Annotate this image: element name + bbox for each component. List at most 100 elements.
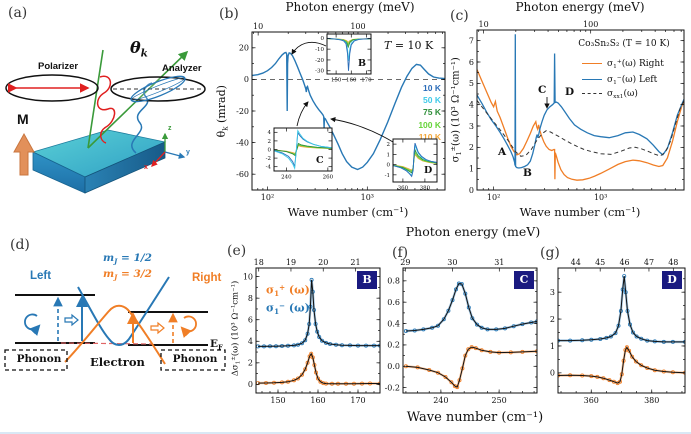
tick-label: 20 [239, 44, 249, 53]
feature-mark-D: D [565, 86, 575, 98]
tick-label: 0 [550, 369, 555, 378]
tick-label: 260 [323, 175, 334, 181]
data-marker [611, 379, 616, 384]
tick-label: 240 [281, 175, 292, 181]
panel-e-legend-right: σ1+ (ω) [266, 283, 310, 299]
fit-line [558, 276, 685, 343]
tick-label: 150 [331, 78, 342, 84]
left-swatch [582, 78, 602, 80]
left-circular-label: Left [30, 270, 52, 282]
tick-label: 0 [321, 36, 325, 42]
data-marker [634, 359, 639, 364]
phonon-box-right [160, 349, 226, 371]
analyzer-label: Analyzer [162, 63, 202, 74]
tick-label: 46 [619, 258, 629, 267]
phonon-right-label: Phonon [172, 353, 218, 365]
tick-label: 47 [644, 258, 654, 267]
axes-layer: 10² 10³ 10 100 0 1 2 3 4 5 6 7 [469, 20, 685, 202]
panel-e-legend-left: σ1− (ω) [266, 301, 310, 317]
tick-label: 10 [253, 22, 263, 31]
data-marker [443, 375, 448, 380]
tick-label: 2 [387, 142, 391, 148]
electron-label: Electron [90, 355, 145, 369]
feature-mark-A: A [498, 146, 507, 158]
series-line [392, 142, 438, 178]
tick-label: 0.2 [387, 341, 400, 350]
axis-z-label: z [168, 125, 172, 132]
axes-layer: 150 160 170 18 19 20 21 0 2 4 6 8 10 [243, 258, 381, 405]
tick-label: 2 [268, 139, 272, 145]
tick-label: 3 [469, 122, 474, 131]
data-marker [300, 341, 305, 346]
panel-b-temperature-legend: 10 K 50 K 75 K 100 K 110 K [396, 82, 441, 143]
legend-entry-100k: 100 K [418, 119, 441, 130]
magnetization-arrow [13, 132, 35, 176]
series-line [476, 34, 685, 169]
tick-label: 19 [286, 258, 296, 267]
band-mj-1-2 [77, 276, 170, 346]
panel-g-phonon-D-chart: 360 380 44 45 46 47 48 0 1 2 3 [550, 258, 686, 405]
tick-label: 2 [469, 143, 474, 152]
tick-label: 4 [469, 100, 474, 109]
axis-x-label: x [144, 164, 148, 171]
tick-label: 160 [310, 396, 325, 405]
incident-polarization-wave [96, 75, 116, 144]
analyzer-optic [110, 75, 206, 103]
tick-label: 8 [248, 294, 253, 303]
feature-mark-B: B [523, 167, 532, 179]
panel-g-letter: (g) [540, 245, 560, 261]
left-circular-polarization-icon [24, 313, 41, 336]
data-marker [455, 385, 460, 390]
tick-label: 10³ [594, 193, 607, 202]
series-band [405, 345, 538, 389]
tick-label: 45 [595, 258, 605, 267]
tick-label: -1 [385, 173, 390, 179]
tick-label: -0.2 [385, 383, 400, 392]
polarizer-label: Polarizer [38, 61, 79, 72]
chart-root: 240 260 4 2 0 -2 -4 [266, 127, 334, 181]
panel-b-xlabel: Wave number (cm⁻¹) [287, 205, 409, 219]
panel-e-ylabel: Δσ1±(ω) (10³ Ω⁻¹cm⁻¹) [230, 280, 242, 377]
tick-label: 0.6 [387, 298, 400, 307]
chart-root: 10² 10³ 10 100 0 1 2 3 4 5 6 7 [469, 20, 685, 202]
sample-slab [31, 129, 167, 194]
tick-label: 170 [350, 396, 365, 405]
legend-entry-50k: 50 K [423, 95, 441, 106]
chart-root: 360 380 2 1 0 -1 [385, 138, 438, 192]
fit-line [557, 346, 686, 384]
data-marker [475, 322, 480, 327]
band-mj-3-2 [64, 304, 166, 365]
series-line [476, 100, 685, 157]
panel-b-letter: (b) [219, 6, 239, 22]
tick-label: 10² [261, 193, 274, 202]
band-phonon-schematic [4, 276, 226, 371]
data-marker [613, 331, 618, 336]
tick-label: 2 [248, 359, 253, 368]
phonon-left-label: Phonon [16, 353, 62, 365]
tick-label: 10² [487, 193, 500, 202]
bottom-row-xlabel: Wave number (cm⁻¹) [406, 410, 544, 425]
bottom-row-top-axis-title: Photon energy (meV) [405, 224, 541, 239]
tick-label: 0.8 [387, 277, 400, 286]
tick-label: 0.0 [387, 362, 400, 371]
tick-label: -40 [236, 138, 249, 147]
tick-label: 10³ [361, 193, 374, 202]
panel-c-xlabel: Wave number (cm⁻¹) [519, 205, 641, 219]
tick-label: 4 [268, 130, 272, 136]
tick-label: 18 [254, 258, 264, 267]
series-layer [255, 277, 381, 386]
tick-label: 29 [400, 258, 410, 267]
tick-label: 150 [270, 396, 285, 405]
data-marker [303, 338, 308, 343]
data-marker [441, 317, 446, 322]
chart-root: 360 380 44 45 46 47 48 0 1 2 3 [550, 258, 686, 405]
tick-label: 0 [244, 75, 249, 84]
tick-label: 170 [361, 78, 372, 84]
tick-label: 30 [447, 258, 457, 267]
tick-label: -20 [315, 58, 324, 64]
axes-layer: 240 250 29 30 31 0.8 0.6 0.4 0.2 0.0 -0.2 [385, 258, 538, 405]
kerr-experiment-schematic [5, 49, 206, 194]
panel-e-phonon-B-chart: 150 160 170 18 19 20 21 0 2 4 6 8 10 [243, 258, 381, 405]
